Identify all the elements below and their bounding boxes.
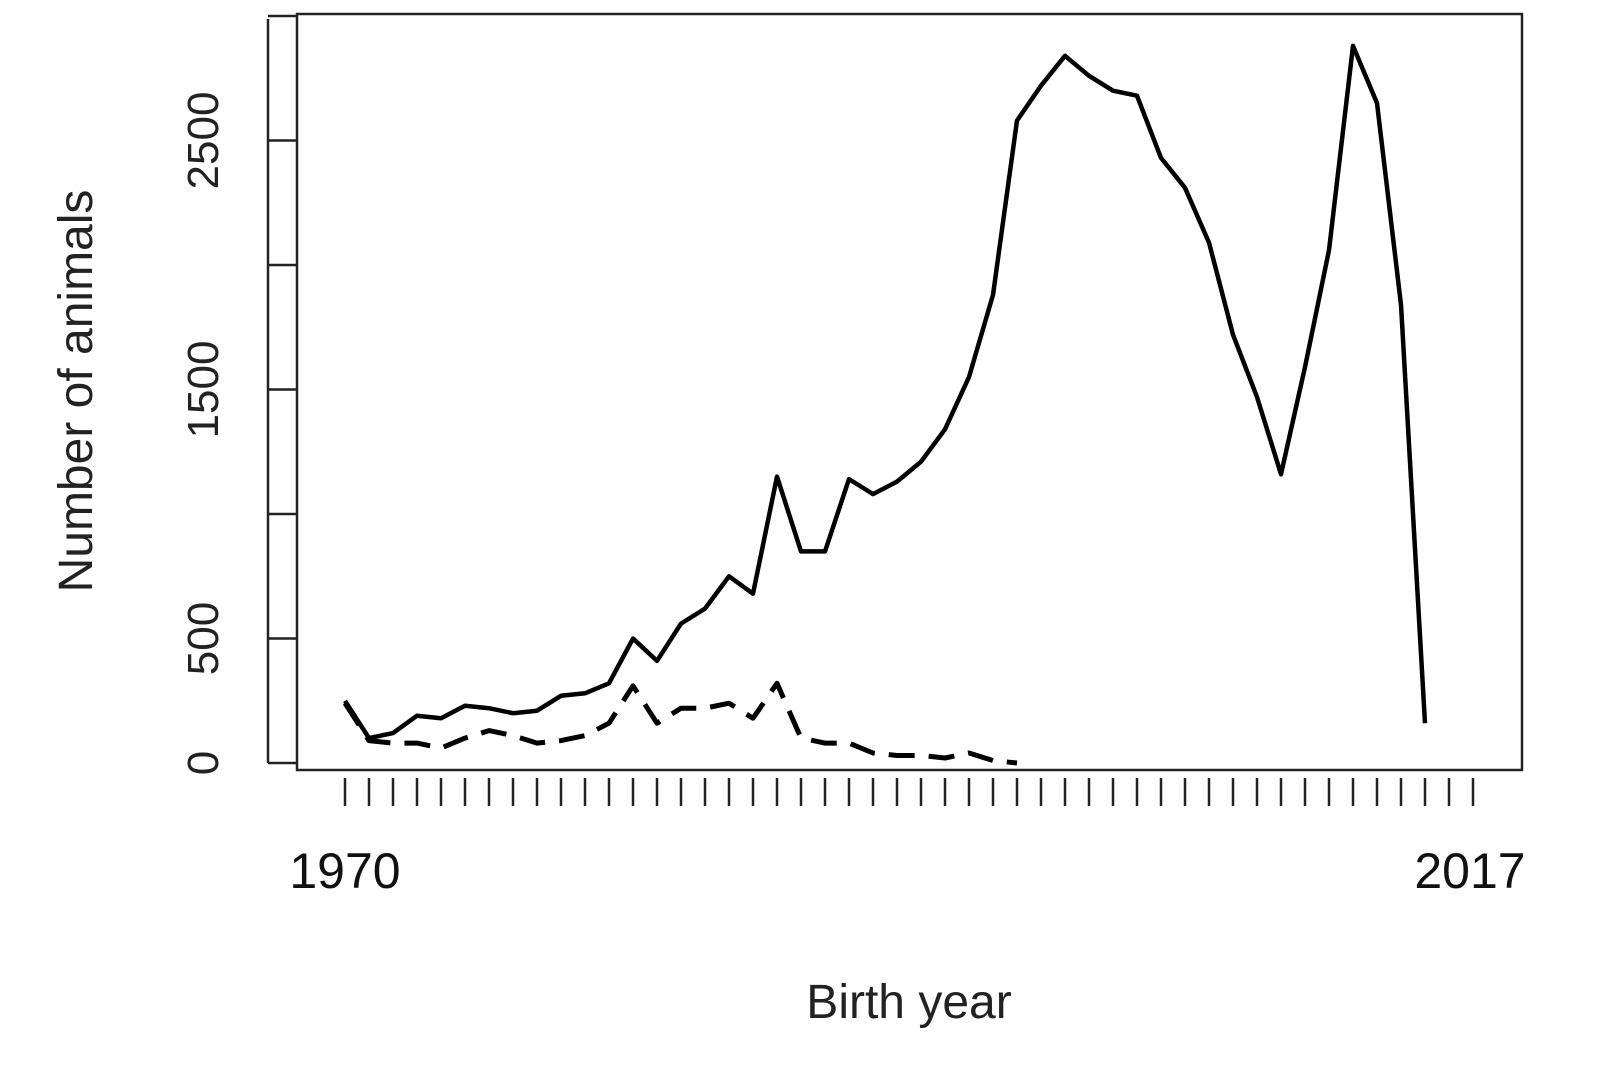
x-tick-label-start: 1970 <box>289 843 400 899</box>
series-line-dashed <box>342 680 1018 766</box>
series-line-solid <box>343 43 1428 741</box>
x-axis-title: Birth year <box>806 976 1011 1029</box>
y-tick-label: 1500 <box>179 341 228 439</box>
y-ticks <box>268 14 297 765</box>
y-tick-label: 2500 <box>179 92 228 190</box>
x-tick-label-end: 2017 <box>1414 843 1525 899</box>
x-ticks <box>343 778 1475 806</box>
plot-frame <box>295 12 1524 772</box>
y-axis-title: Number of animals <box>50 190 103 593</box>
y-tick-label: 0 <box>179 751 228 775</box>
y-axis: 0 500 1500 2500 <box>179 14 297 776</box>
y-tick-label: 500 <box>179 602 228 675</box>
y-tick-labels: 0 500 1500 2500 <box>179 92 228 776</box>
x-axis: 1970 2017 <box>289 778 1526 899</box>
series-layer <box>342 43 1428 766</box>
